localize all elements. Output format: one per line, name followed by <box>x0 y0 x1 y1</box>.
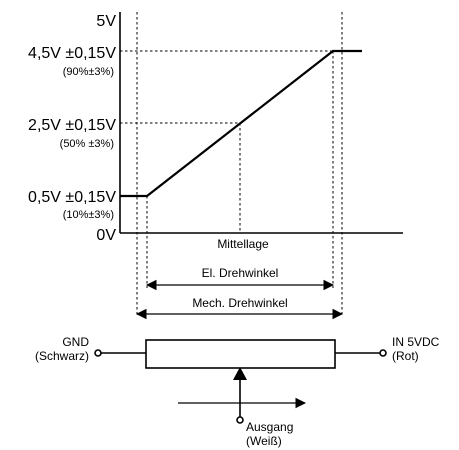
out-terminal <box>236 416 244 424</box>
wiper-arrowhead <box>233 367 247 380</box>
x-label-mittellage: Mittellage <box>217 237 269 251</box>
out-color-label: (Weiß) <box>246 434 282 448</box>
y-label-0v: 0V <box>96 227 116 244</box>
out-label: Ausgang <box>246 420 293 434</box>
y-label-mid-pct: (50% ±3%) <box>60 138 114 150</box>
mech-angle-label: Mech. Drehwinkel <box>192 296 287 310</box>
resistor-body <box>145 339 336 369</box>
el-angle-label: El. Drehwinkel <box>202 266 279 280</box>
characteristic-curve <box>120 49 362 198</box>
gnd-terminal <box>94 349 102 357</box>
gnd-label: GND <box>62 335 89 349</box>
in-color-label: (Rot) <box>392 349 419 363</box>
in-label: IN 5VDC <box>392 335 440 349</box>
y-label-high: 4,5V ±0,15V <box>28 45 116 62</box>
y-label-5v: 5V <box>96 13 116 30</box>
y-label-low: 0,5V ±0,15V <box>28 189 116 206</box>
y-label-mid: 2,5V ±0,15V <box>28 117 116 134</box>
y-label-low-pct: (10%±3%) <box>63 209 114 221</box>
in-terminal <box>379 349 387 357</box>
gnd-color-label: (Schwarz) <box>35 349 89 363</box>
y-label-high-pct: (90%±3%) <box>63 66 114 78</box>
